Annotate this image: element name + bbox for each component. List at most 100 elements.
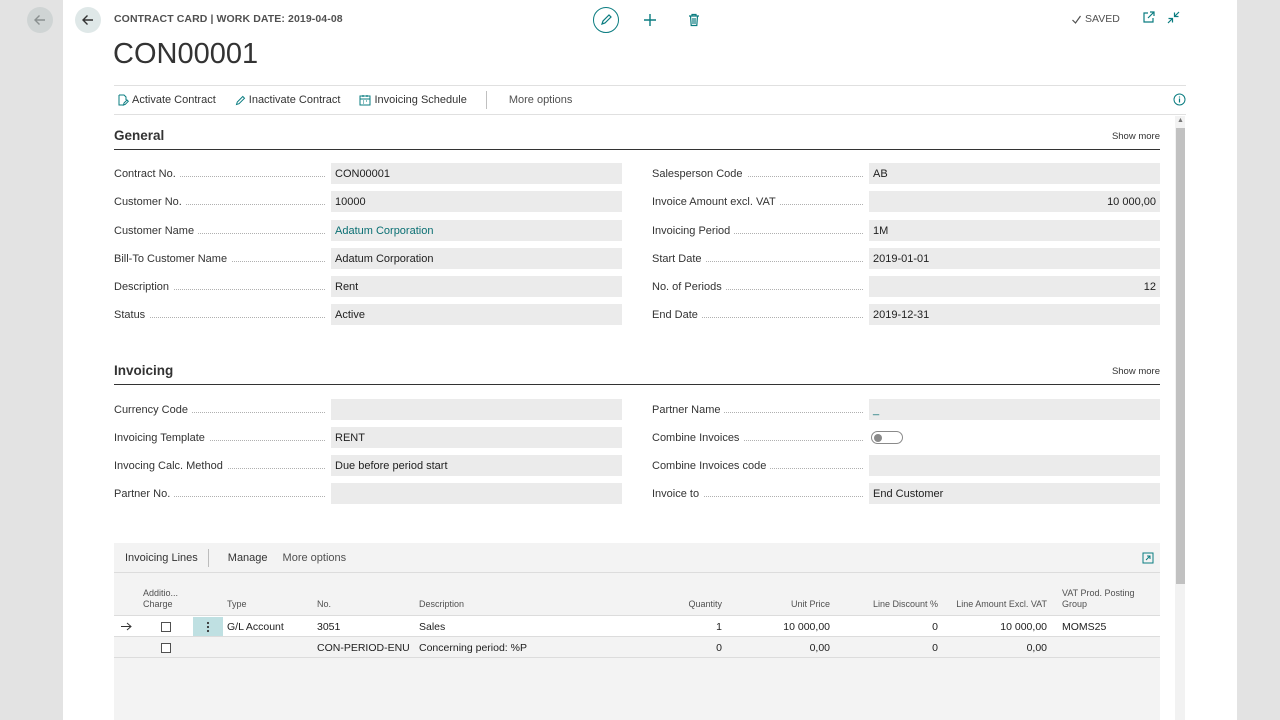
col-type[interactable]: Type [227,599,247,609]
invoicing-template-input[interactable]: RENT [331,427,622,448]
contract-no-input[interactable]: CON00001 [331,163,622,184]
field-label: Combine Invoices code [652,455,869,476]
scrollbar[interactable]: ▲ [1175,116,1185,720]
scrollbar-thumb[interactable] [1176,128,1185,584]
field-partner-name: Partner Name _ [652,399,1160,420]
inactivate-contract-action[interactable]: Inactivate Contract [235,94,340,106]
plus-icon [644,14,656,26]
combine-invoices-code-input[interactable] [869,455,1160,476]
line-amount-cell[interactable]: 0,00 [1026,641,1047,654]
back-button[interactable] [75,7,101,33]
field-label: Status [114,304,331,325]
arrow-right-icon [121,622,132,631]
salesperson-code-input[interactable]: AB [869,163,1160,184]
unit-price-cell[interactable]: 0,00 [809,641,830,654]
line-discount-cell[interactable]: 0 [932,620,938,633]
unit-price-cell[interactable]: 10 000,00 [783,620,830,633]
vat-group-cell[interactable]: MOMS25 [1062,620,1107,633]
edit-button[interactable] [593,7,619,33]
invoicing-lines-tab[interactable]: Invoicing Lines [125,551,198,564]
invoicing-show-more-link[interactable]: Show more [1111,366,1160,377]
more-options-action[interactable]: More options [509,94,573,106]
more-options-label: More options [508,94,573,106]
col-line-discount[interactable]: Line Discount % [872,599,938,609]
info-button[interactable] [1173,93,1186,109]
quantity-cell[interactable]: 1 [716,620,722,633]
no-cell[interactable]: CON-PERIOD-ENU [317,641,410,654]
field-description: Description Rent [114,276,622,297]
invoicing-lines-bar: Invoicing Lines Manage More options [114,543,1160,573]
quantity-cell[interactable]: 0 [716,641,722,654]
table-row[interactable]: CON-PERIOD-ENU Concerning period: %P 0 0… [114,637,1160,658]
manage-menu[interactable]: Manage [227,551,268,564]
expand-icon [1142,552,1154,564]
table-row[interactable]: G/L Account 3051 Sales 1 10 000,00 0 10 … [114,616,1160,637]
line-discount-cell[interactable]: 0 [932,641,938,654]
col-vat-prod-posting-group[interactable]: VAT Prod. Posting Group [1062,588,1135,609]
col-line-amount[interactable]: Line Amount Excl. VAT [956,599,1047,609]
customer-name-link[interactable]: Adatum Corporation [331,220,622,241]
invoicing-section-title[interactable]: Invoicing [114,363,174,378]
expand-lines-button[interactable] [1142,552,1154,567]
back-button-outer[interactable] [27,7,53,33]
invoicing-section-header: Invoicing Show more [114,363,1160,385]
additional-charge-checkbox[interactable] [161,642,171,653]
end-date-input[interactable]: 2019-12-31 [869,304,1160,325]
combine-invoices-toggle[interactable] [871,431,903,444]
bill-to-customer-name-input[interactable]: Adatum Corporation [331,248,622,269]
arrow-left-icon [82,15,93,25]
additional-charge-checkbox[interactable] [161,621,171,632]
field-end-date: End Date 2019-12-31 [652,304,1160,325]
description-input[interactable]: Rent [331,276,622,297]
delete-button[interactable] [681,7,707,33]
col-quantity[interactable]: Quantity [688,599,722,609]
action-bar: Activate Contract Inactivate Contract In… [114,85,1186,115]
field-status: Status Active [114,304,622,325]
start-date-input[interactable]: 2019-01-01 [869,248,1160,269]
field-invoice-amount: Invoice Amount excl. VAT 10 000,00 [652,191,1160,212]
line-amount-cell[interactable]: 10 000,00 [1000,620,1047,633]
general-section-header: General Show more [114,128,1160,150]
collapse-icon [1167,11,1180,24]
new-button[interactable] [637,7,663,33]
no-of-periods-input[interactable]: 12 [869,276,1160,297]
partner-no-input[interactable] [331,483,622,504]
col-unit-price[interactable]: Unit Price [790,599,830,609]
type-cell[interactable]: G/L Account [227,620,284,633]
col-no[interactable]: No. [317,599,332,609]
field-salesperson-code: Salesperson Code AB [652,163,1160,184]
field-label: Contract No. [114,163,331,184]
partner-name-input[interactable]: _ [869,399,1160,420]
no-cell[interactable]: 3051 [317,620,341,633]
field-label: Invoice to [652,483,869,504]
invoice-to-select[interactable]: End Customer [869,483,1160,504]
row-actions-button[interactable] [193,617,223,636]
pencil-icon [235,95,245,105]
customer-no-input[interactable]: 10000 [331,191,622,212]
field-label: No. of Periods [652,276,869,297]
pencil-icon [601,14,612,25]
lines-more-options[interactable]: More options [282,551,347,564]
field-invoice-to: Invoice to End Customer [652,483,1160,504]
scroll-up-arrow[interactable]: ▲ [1177,117,1184,124]
additional-charge-checkbox-wrap [161,637,171,658]
general-show-more-link[interactable]: Show more [1111,131,1160,142]
invoicing-period-input[interactable]: 1M [869,220,1160,241]
open-new-window-button[interactable] [1141,10,1156,30]
activate-contract-action[interactable]: Activate Contract [117,94,216,106]
general-section-title[interactable]: General [114,128,165,143]
col-additional-charge[interactable]: Additio... Charge [143,588,179,609]
arrow-left-icon [34,15,45,25]
description-cell[interactable]: Concerning period: %P [419,641,527,654]
invoicing-schedule-action[interactable]: Invoicing Schedule [359,94,467,106]
field-label: Customer No. [114,191,331,212]
field-currency-code: Currency Code [114,399,622,420]
field-label: Salesperson Code [652,163,869,184]
description-cell[interactable]: Sales [419,620,446,633]
calendar-icon [359,95,371,106]
currency-code-input[interactable] [331,399,622,420]
collapse-button[interactable] [1166,10,1181,30]
invoicing-calc-method-select[interactable]: Due before period start [331,455,622,476]
status-input[interactable]: Active [331,304,622,325]
col-description[interactable]: Description [419,599,465,609]
